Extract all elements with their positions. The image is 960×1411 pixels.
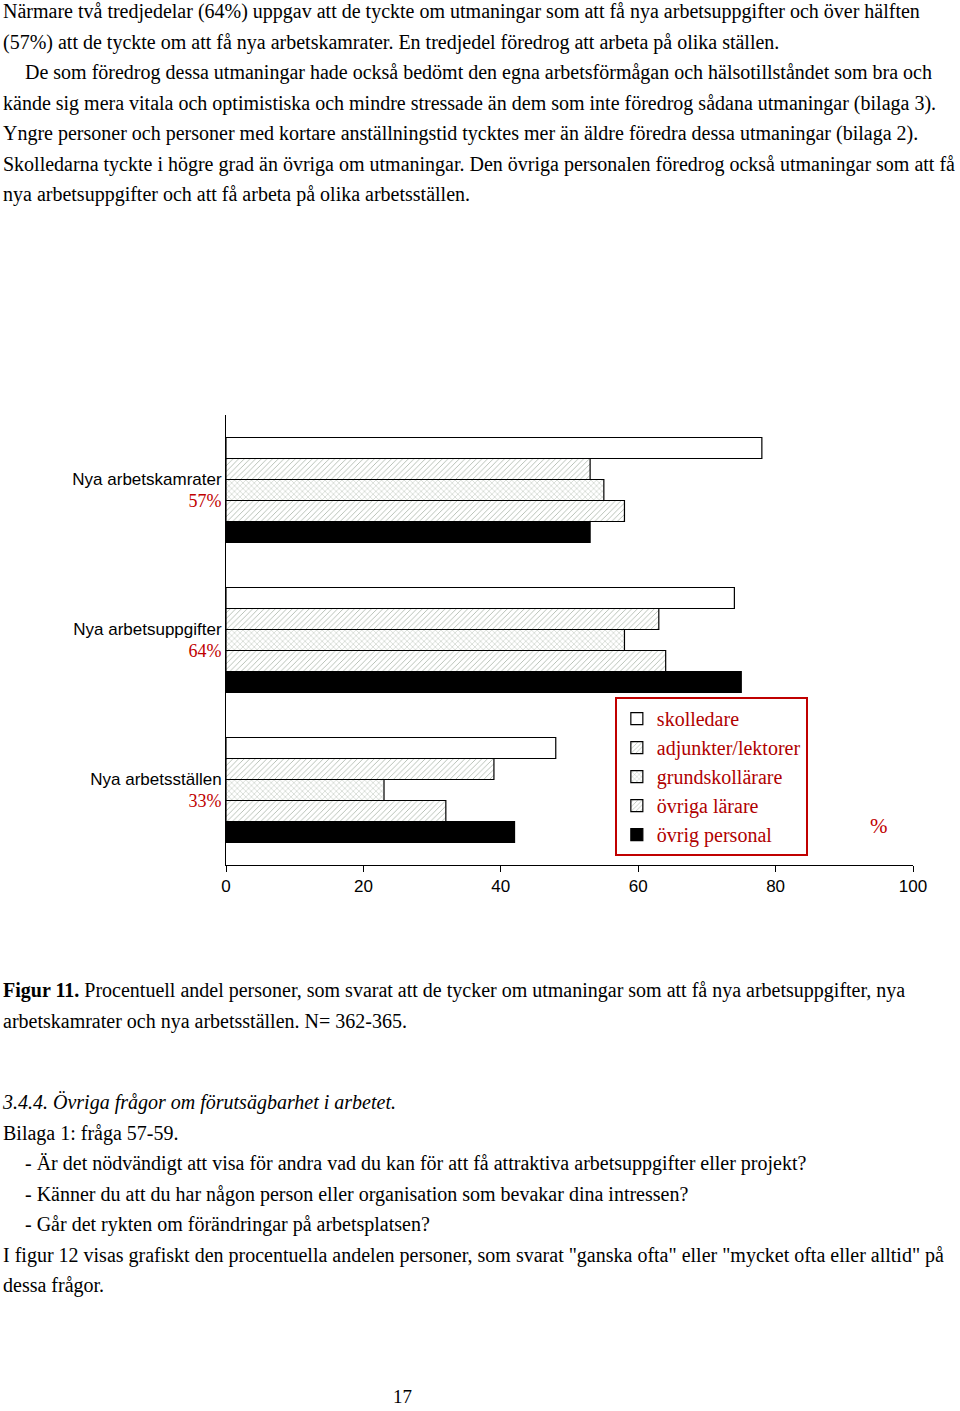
svg-text:övriga lärare: övriga lärare <box>657 795 759 818</box>
svg-text:0: 0 <box>221 877 230 896</box>
html-text:Närmare två tredjedelar (64%): Närmare två tredjedelar (64%) uppgav att… <box>3 0 920 53</box>
html-text:Yngre personer och personer me: Yngre personer och personer med kortare … <box>3 122 919 144</box>
html-text:Skolledarna tyckte i högre gra: Skolledarna tyckte i högre grad än övrig… <box>3 152 955 205</box>
svg-text:Nya arbetskamrater57%: Nya arbetskamrater57% <box>72 470 222 511</box>
svg-text:adjunkter/lektorer: adjunkter/lektorer <box>657 737 801 760</box>
html-text:17: 17 <box>393 1386 412 1407</box>
html-text:3.4.4. Övriga frågor om föruts: 3.4.4. Övriga frågor om förutsägbarhet i… <box>3 1091 396 1113</box>
html-text:Bilaga 1: fråga 57-59.: Bilaga 1: fråga 57-59. <box>3 1121 179 1144</box>
svg-text:40: 40 <box>491 877 510 896</box>
svg-text:%: % <box>870 814 888 838</box>
html-text:I figur 12 visas grafiskt den: I figur 12 visas grafiskt den procentuel… <box>3 1243 944 1296</box>
html-text:- Är det nödvändigt att visa f: - Är det nödvändigt att visa för andra v… <box>25 1152 807 1174</box>
svg-text:grundskollärare: grundskollärare <box>657 766 783 789</box>
svg-text:80: 80 <box>766 877 785 896</box>
svg-text:100: 100 <box>899 877 927 896</box>
html-text:De som föredrog dessa utmaning: De som föredrog dessa utmaningar hade oc… <box>3 61 937 114</box>
html-text:- Känner du att du har någon p: - Känner du att du har någon person elle… <box>25 1182 689 1205</box>
svg-text:Nya arbetsuppgifter64%: Nya arbetsuppgifter64% <box>73 620 222 661</box>
svg-text:Nya arbetsställen33%: Nya arbetsställen33% <box>90 770 221 811</box>
html-text:Figur 11. Procentuell andel pe: Figur 11. Procentuell andel personer, so… <box>3 979 906 1032</box>
svg-text:övrig personal: övrig personal <box>657 824 772 847</box>
svg-text:60: 60 <box>629 877 648 896</box>
html-text:- Går det rykten om förändring: - Går det rykten om förändringar på arbe… <box>25 1213 430 1235</box>
svg-text:20: 20 <box>354 877 373 896</box>
svg-text:skolledare: skolledare <box>657 708 739 730</box>
